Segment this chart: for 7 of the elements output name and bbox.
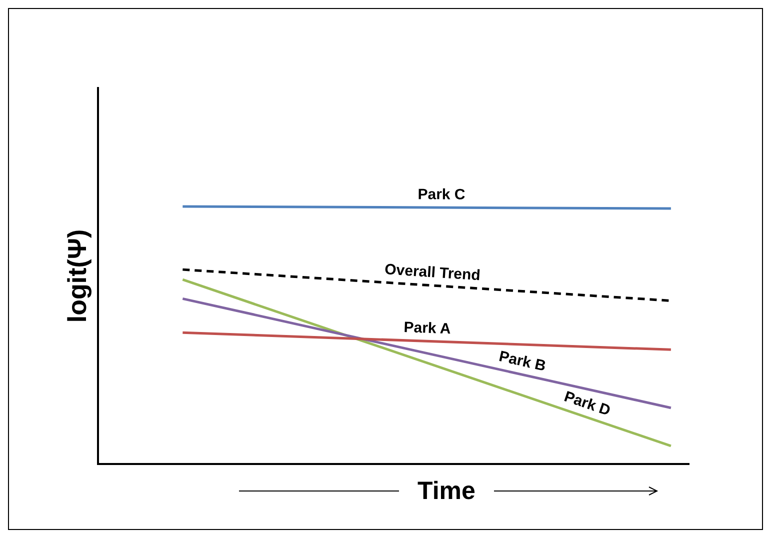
y-axis-title: logit(Ψ) <box>62 229 92 323</box>
series-label: Park A <box>404 318 452 338</box>
text: Park B <box>497 348 548 375</box>
series-label: Park C <box>418 186 466 204</box>
series-label: Overall Trend <box>384 261 481 284</box>
text: Park D <box>562 388 613 420</box>
x-axis-title: Time <box>416 476 476 506</box>
